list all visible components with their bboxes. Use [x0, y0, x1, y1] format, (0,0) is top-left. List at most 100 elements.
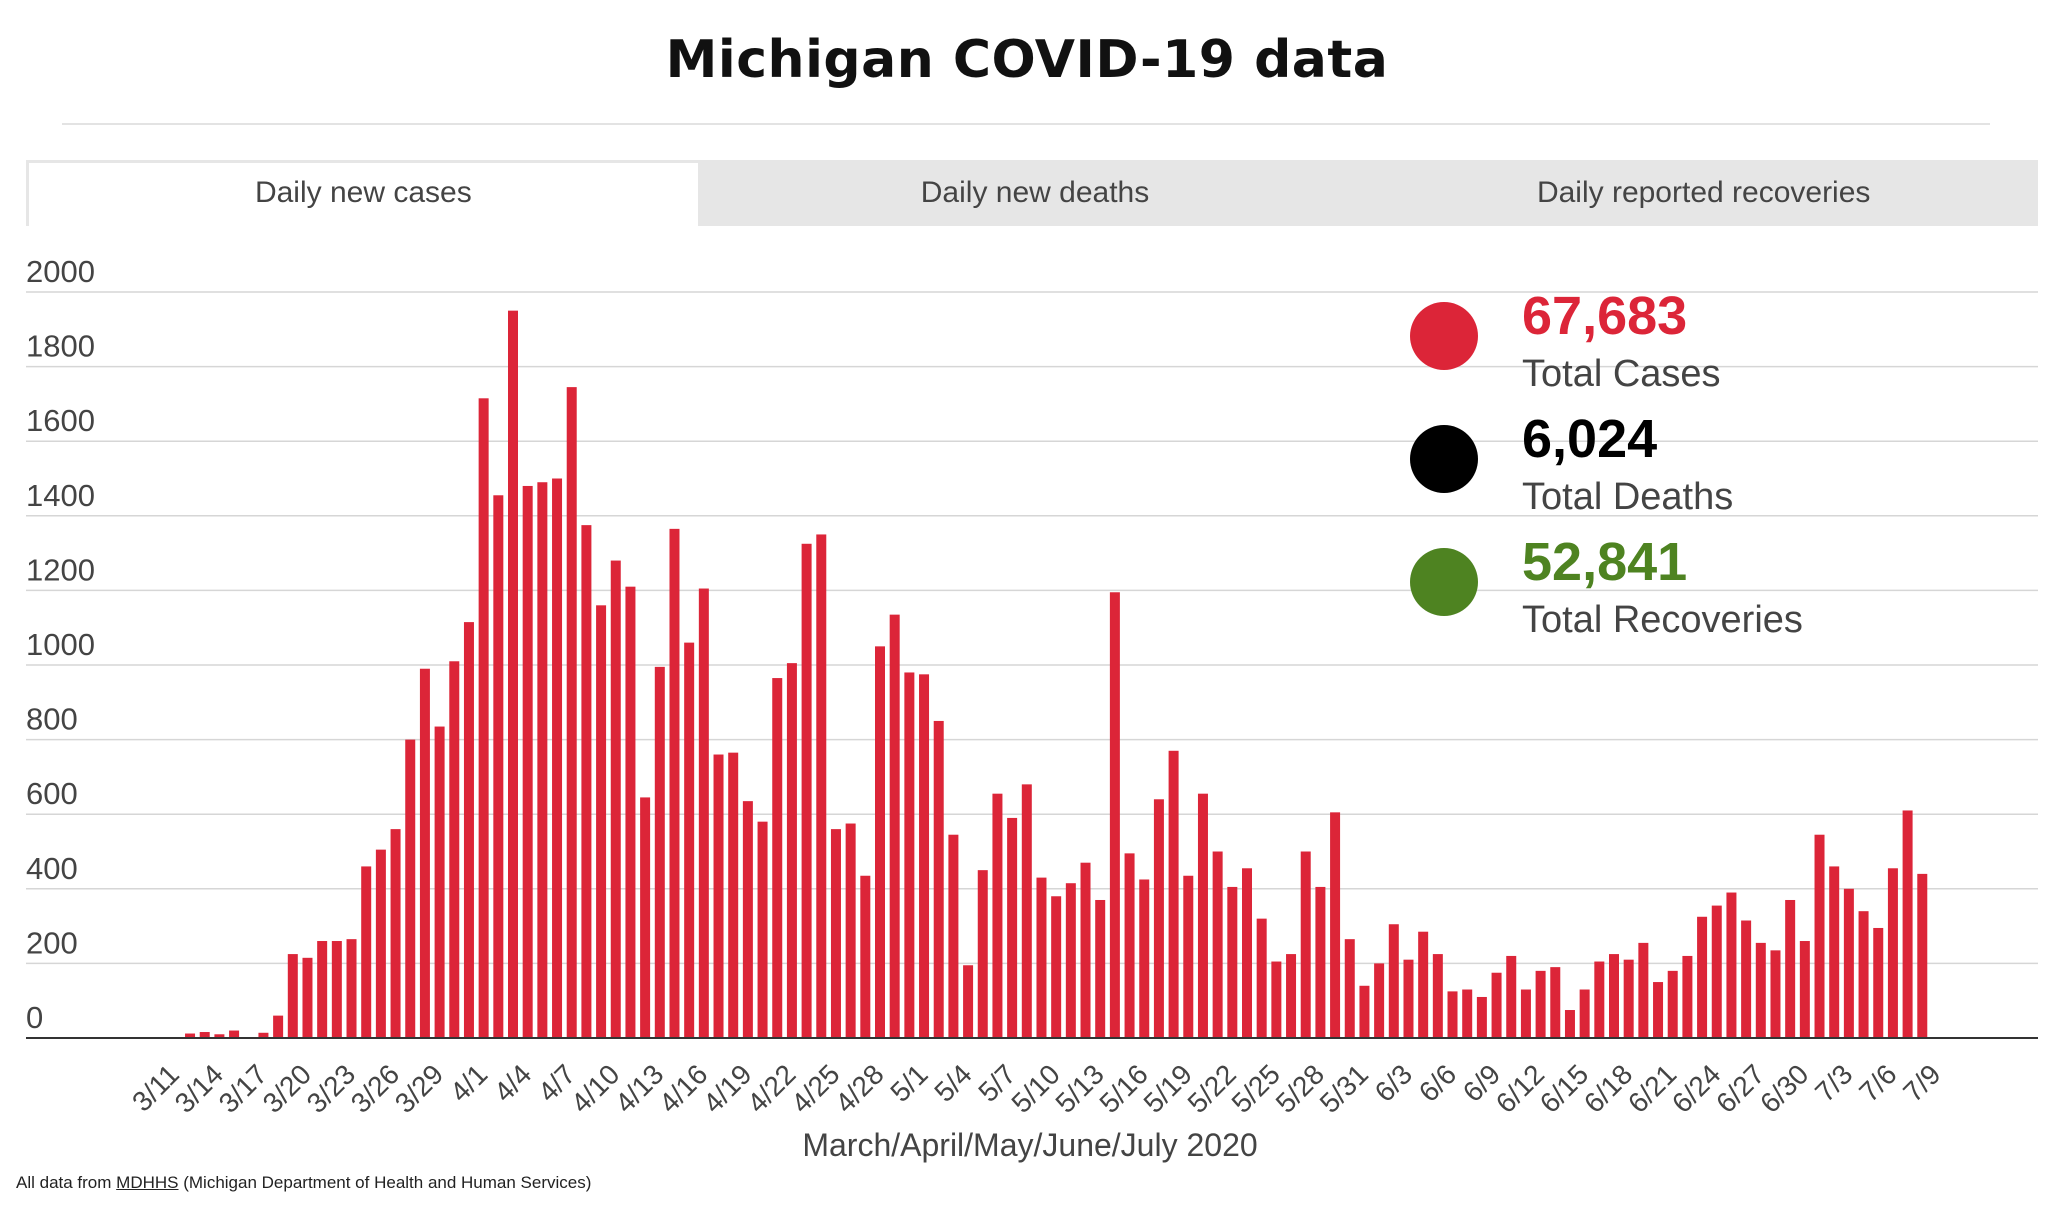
bar	[331, 941, 342, 1038]
bar	[1799, 941, 1810, 1038]
bar	[566, 387, 577, 1038]
tab-daily-new-cases[interactable]: Daily new cases	[26, 160, 701, 226]
bar	[434, 726, 445, 1038]
bar	[1403, 959, 1414, 1038]
x-axis-label: March/April/May/June/July 2020	[802, 1127, 1257, 1163]
bar	[1770, 950, 1781, 1038]
bar	[977, 870, 988, 1038]
bar	[713, 754, 724, 1038]
tab-daily-new-deaths[interactable]: Daily new deaths	[920, 176, 1150, 209]
bar	[1476, 996, 1487, 1038]
total-cases-stat: 67,683 Total Cases	[1410, 285, 1830, 408]
source-prefix: All data from	[16, 1173, 117, 1192]
bar	[1007, 817, 1018, 1038]
bar	[1374, 963, 1385, 1038]
bar	[1168, 750, 1179, 1038]
bar	[1697, 916, 1708, 1038]
bar	[273, 1015, 284, 1038]
bar	[1873, 927, 1884, 1038]
bar	[1741, 920, 1752, 1038]
bar	[199, 1032, 210, 1038]
bar	[933, 720, 944, 1038]
x-tick-label: 4/4	[488, 1058, 537, 1107]
bar	[317, 941, 328, 1038]
bar	[684, 642, 695, 1038]
bar	[1506, 955, 1517, 1038]
bar	[287, 954, 298, 1038]
bar	[1638, 942, 1649, 1038]
x-tick-label: 7/6	[1853, 1058, 1902, 1107]
bar	[1667, 970, 1678, 1038]
bar	[552, 478, 563, 1038]
bar	[1183, 875, 1194, 1038]
bar	[742, 801, 753, 1038]
bar	[875, 646, 885, 1038]
bar	[830, 829, 841, 1038]
bar	[786, 663, 797, 1038]
bar	[816, 534, 827, 1038]
bar	[1051, 896, 1062, 1038]
bar	[1124, 853, 1135, 1038]
bar	[581, 525, 592, 1039]
total-recoveries-value: 52,841	[1522, 532, 1688, 592]
bar	[229, 1030, 240, 1038]
bar	[1242, 868, 1252, 1038]
source-suffix: (Michigan Department of Health and Human…	[178, 1173, 592, 1192]
mdhhs-link[interactable]: MDHHS	[116, 1173, 179, 1192]
bar	[1755, 942, 1766, 1038]
bar	[390, 829, 401, 1038]
tab-daily-reported-recoveries[interactable]: Daily reported recoveries	[1536, 176, 1871, 209]
bars	[185, 310, 1928, 1039]
y-tick-label: 1800	[26, 329, 95, 364]
bar	[801, 543, 812, 1038]
bar	[757, 821, 768, 1038]
y-tick-label: 200	[26, 925, 78, 960]
bar	[963, 965, 974, 1038]
y-tick-label: 800	[26, 702, 78, 737]
bar	[346, 939, 357, 1038]
bar	[1594, 961, 1605, 1038]
bar	[214, 1034, 225, 1038]
x-tick-label: 6/30	[1754, 1058, 1814, 1118]
bar	[1917, 873, 1928, 1038]
bar	[493, 495, 504, 1038]
bar	[361, 866, 372, 1038]
cases-dot-icon	[1410, 302, 1478, 370]
bar	[1271, 961, 1282, 1038]
totals-panel: 67,683 Total Cases 6,024 Total Deaths 52…	[1410, 285, 1830, 654]
bar	[1080, 862, 1091, 1038]
bar	[1564, 1010, 1575, 1038]
bar	[845, 823, 856, 1038]
data-source-note: All data from MDHHS (Michigan Department…	[16, 1173, 591, 1193]
deaths-dot-icon	[1410, 425, 1478, 493]
bar	[1785, 899, 1796, 1038]
bar	[992, 793, 1003, 1038]
x-tick-label: 5/4	[928, 1058, 977, 1107]
bar	[596, 605, 607, 1038]
bar	[1535, 970, 1546, 1038]
bar	[478, 398, 489, 1038]
bar	[698, 588, 709, 1038]
bar	[1330, 812, 1341, 1038]
bar	[1491, 972, 1502, 1038]
y-tick-label: 0	[26, 1000, 43, 1035]
bar	[1726, 892, 1737, 1038]
bar	[375, 849, 386, 1038]
bar	[463, 622, 474, 1038]
x-tick-label: 5/1	[884, 1058, 933, 1107]
bar	[625, 586, 636, 1038]
bar	[610, 560, 621, 1038]
bar	[1139, 879, 1150, 1038]
bar	[1682, 955, 1693, 1038]
bar	[1814, 834, 1825, 1038]
bar	[1036, 877, 1047, 1038]
total-recoveries-label: Total Recoveries	[1522, 599, 1803, 641]
bar	[772, 678, 783, 1038]
bar	[1623, 959, 1634, 1038]
total-deaths-stat: 6,024 Total Deaths	[1410, 408, 1830, 531]
x-tick-label: 7/9	[1897, 1058, 1946, 1107]
bar	[728, 752, 739, 1038]
bar	[948, 834, 959, 1038]
bar	[1227, 886, 1238, 1038]
